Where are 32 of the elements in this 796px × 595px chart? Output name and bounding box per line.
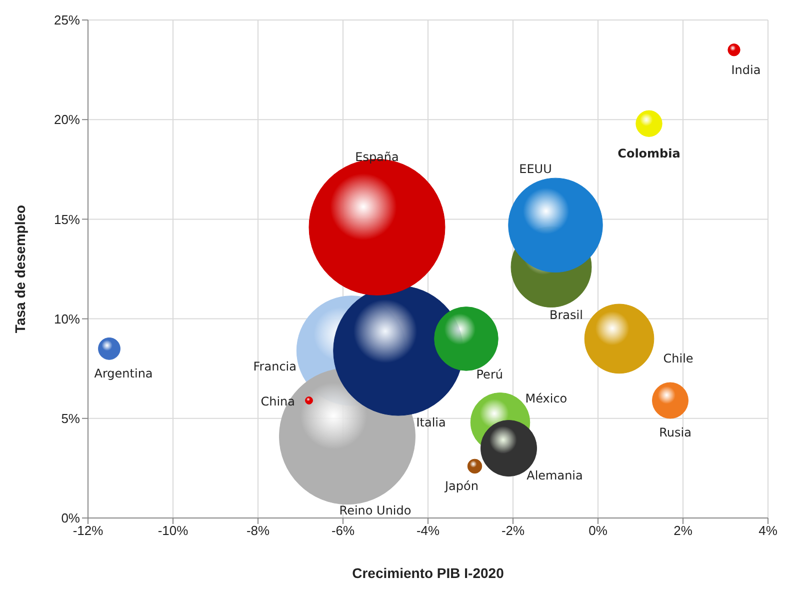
series-label: Japón [444, 479, 478, 494]
y-axis-title: Tasa de desempleo [12, 204, 28, 334]
y-tick-label: 10% [54, 311, 80, 326]
series-label: China [260, 394, 295, 408]
x-tick-label: 2% [674, 523, 693, 538]
series-label: Argentina [94, 366, 153, 381]
y-tick-label: 5% [61, 411, 80, 426]
series-label: Brasil [550, 308, 583, 322]
x-tick-label: 0% [588, 523, 608, 538]
x-tick-label: -6% [331, 523, 355, 538]
series-label: Colombia [618, 146, 680, 161]
series-label: Alemania [526, 468, 583, 482]
series-label: Chile [663, 352, 694, 366]
series-label: Perú [476, 368, 503, 382]
x-axis-title: Crecimiento PIB I-2020 [352, 565, 504, 581]
series-label: EEUU [519, 162, 552, 176]
x-tick-label: -12% [72, 523, 104, 538]
x-tick-label: -8% [246, 523, 270, 538]
series-label: Italia [416, 416, 446, 430]
series-label: India [731, 62, 761, 77]
y-tick-label: 20% [54, 112, 80, 128]
y-tick-label: 15% [54, 212, 80, 227]
x-tick-label: -2% [501, 523, 525, 538]
series-label: Reino Unido [339, 503, 412, 518]
y-tick-label: 25% [54, 12, 80, 28]
series-label: Rusia [659, 425, 692, 440]
x-tick-label: -10% [158, 523, 189, 538]
x-tick-label: -4% [416, 523, 440, 538]
x-tick-label: 4% [758, 523, 778, 538]
series-label: Francia [253, 360, 296, 374]
y-tick-label: 0% [61, 510, 80, 526]
series-label: México [525, 391, 568, 406]
